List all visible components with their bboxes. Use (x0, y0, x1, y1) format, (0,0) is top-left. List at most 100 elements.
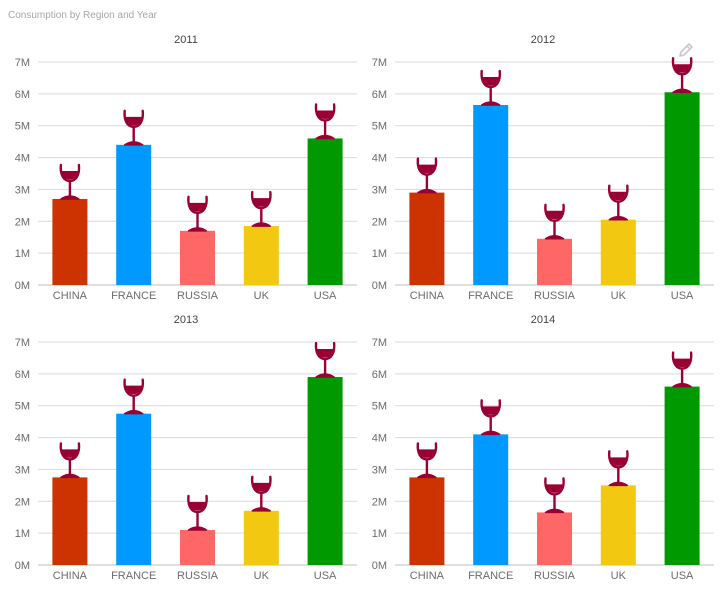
bar-france[interactable] (116, 413, 152, 565)
x-tick-label: USA (671, 570, 694, 582)
chart-panel-2013[interactable]: 2013 0M 1M 2M 3M 4M 5M 6M 7M CHINA FRANCE RUSSIA UK U… (0, 280, 357, 582)
y-tick-label: 2M (15, 216, 30, 228)
bar-russia[interactable] (180, 529, 215, 565)
y-tick-label: 0M (15, 560, 30, 572)
wine-glass-icon (250, 190, 272, 227)
wine-glass-icon (607, 450, 629, 487)
bar-usa[interactable] (307, 138, 343, 285)
bar-chart-2014: 2014 0M 1M 2M 3M 4M 5M 6M 7M CHINA FRANCE RUSSIA UK U… (372, 314, 714, 582)
y-tick-label: 7M (15, 337, 30, 349)
wine-glass-icon (607, 184, 629, 221)
y-tick-label: 4M (372, 153, 387, 165)
x-tick-label: USA (314, 290, 337, 302)
bar-russia[interactable] (537, 238, 572, 285)
wine-glass-icon (250, 475, 272, 512)
chart-panel-2011[interactable]: 2011 0M 1M 2M 3M 4M 5M 6M 7M CHINA FRANCE RUSSIA UK U… (0, 0, 357, 302)
y-tick-label: 1M (372, 248, 387, 260)
y-tick-label: 1M (15, 248, 30, 260)
y-tick-label: 0M (372, 560, 387, 572)
y-tick-label: 4M (15, 433, 30, 445)
wine-glass-icon (123, 378, 145, 415)
x-tick-label: CHINA (410, 570, 445, 582)
y-tick-label: 7M (15, 57, 30, 69)
y-tick-label: 3M (15, 184, 30, 196)
bar-uk[interactable] (600, 219, 636, 285)
wine-glass-icon (544, 203, 565, 240)
wine-glass-icon (59, 442, 81, 479)
y-tick-label: 3M (15, 464, 30, 476)
bar-uk[interactable] (243, 510, 279, 565)
chart-title: 2011 (174, 34, 198, 46)
y-tick-label: 1M (15, 528, 30, 540)
bar-chart-2011: 2011 0M 1M 2M 3M 4M 5M 6M 7M CHINA FRANCE RUSSIA UK U… (15, 34, 357, 302)
y-tick-label: 7M (372, 57, 387, 69)
wine-glass-icon (416, 157, 438, 194)
bar-china[interactable] (52, 198, 88, 285)
wine-glass-icon (671, 351, 693, 388)
chart-panel-2012[interactable]: 2012 0M 1M 2M 3M 4M 5M 6M 7M CHINA FRANCE RUSSIA UK U… (357, 0, 714, 302)
bar-russia[interactable] (180, 230, 215, 285)
y-tick-label: 3M (372, 464, 387, 476)
y-tick-label: 6M (15, 89, 30, 101)
y-tick-label: 4M (372, 433, 387, 445)
bar-china[interactable] (409, 192, 445, 285)
wine-glass-icon (187, 494, 208, 531)
y-tick-label: 6M (372, 369, 387, 381)
bar-china[interactable] (409, 477, 445, 565)
y-tick-label: 5M (15, 401, 30, 413)
wine-glass-icon (544, 477, 565, 514)
y-tick-label: 6M (372, 89, 387, 101)
x-tick-label: RUSSIA (177, 290, 219, 302)
wine-glass-icon (416, 442, 438, 479)
x-tick-label: USA (671, 290, 694, 302)
bar-usa[interactable] (307, 377, 343, 565)
bar-uk[interactable] (243, 226, 279, 285)
x-tick-label: CHINA (53, 570, 88, 582)
wine-glass-icon (123, 109, 145, 146)
bar-china[interactable] (52, 477, 88, 565)
x-tick-label: FRANCE (468, 570, 513, 582)
y-tick-label: 6M (15, 369, 30, 381)
x-tick-label: UK (611, 570, 627, 582)
bar-usa[interactable] (664, 386, 700, 565)
x-tick-label: CHINA (53, 290, 88, 302)
y-tick-label: 7M (372, 337, 387, 349)
y-tick-label: 2M (372, 496, 387, 508)
y-tick-label: 0M (372, 280, 387, 292)
x-tick-label: FRANCE (111, 570, 156, 582)
x-tick-label: UK (254, 570, 270, 582)
y-tick-label: 4M (15, 153, 30, 165)
y-tick-label: 0M (15, 280, 30, 292)
x-tick-label: FRANCE (111, 290, 156, 302)
chart-panel-2014[interactable]: 2014 0M 1M 2M 3M 4M 5M 6M 7M CHINA FRANCE RUSSIA UK U… (357, 280, 714, 582)
y-tick-label: 2M (15, 496, 30, 508)
bar-uk[interactable] (600, 485, 636, 565)
x-tick-label: CHINA (410, 290, 445, 302)
wine-glass-icon (480, 69, 502, 106)
wine-glass-icon (480, 399, 502, 436)
bar-france[interactable] (116, 144, 152, 285)
y-tick-label: 5M (15, 121, 30, 133)
y-tick-label: 5M (372, 121, 387, 133)
bar-france[interactable] (473, 434, 509, 565)
bar-france[interactable] (473, 105, 509, 285)
x-tick-label: FRANCE (468, 290, 513, 302)
x-tick-label: RUSSIA (534, 570, 576, 582)
pencil-icon[interactable] (676, 40, 696, 60)
y-tick-label: 2M (372, 216, 387, 228)
x-tick-label: UK (611, 290, 627, 302)
bar-chart-2013: 2013 0M 1M 2M 3M 4M 5M 6M 7M CHINA FRANCE RUSSIA UK U… (15, 314, 357, 582)
bar-usa[interactable] (664, 92, 700, 285)
chart-title: 2014 (531, 314, 555, 326)
wine-glass-icon (187, 195, 208, 232)
x-tick-label: RUSSIA (534, 290, 576, 302)
bar-russia[interactable] (537, 512, 572, 565)
chart-title: 2012 (531, 34, 555, 46)
bar-chart-2012: 2012 0M 1M 2M 3M 4M 5M 6M 7M CHINA FRANCE RUSSIA UK U… (372, 34, 714, 302)
wine-glass-icon (671, 57, 693, 94)
wine-glass-icon (59, 163, 81, 200)
y-tick-label: 1M (372, 528, 387, 540)
x-tick-label: RUSSIA (177, 570, 219, 582)
report-title: Consumption by Region and Year (8, 10, 157, 21)
chart-title: 2013 (174, 314, 198, 326)
